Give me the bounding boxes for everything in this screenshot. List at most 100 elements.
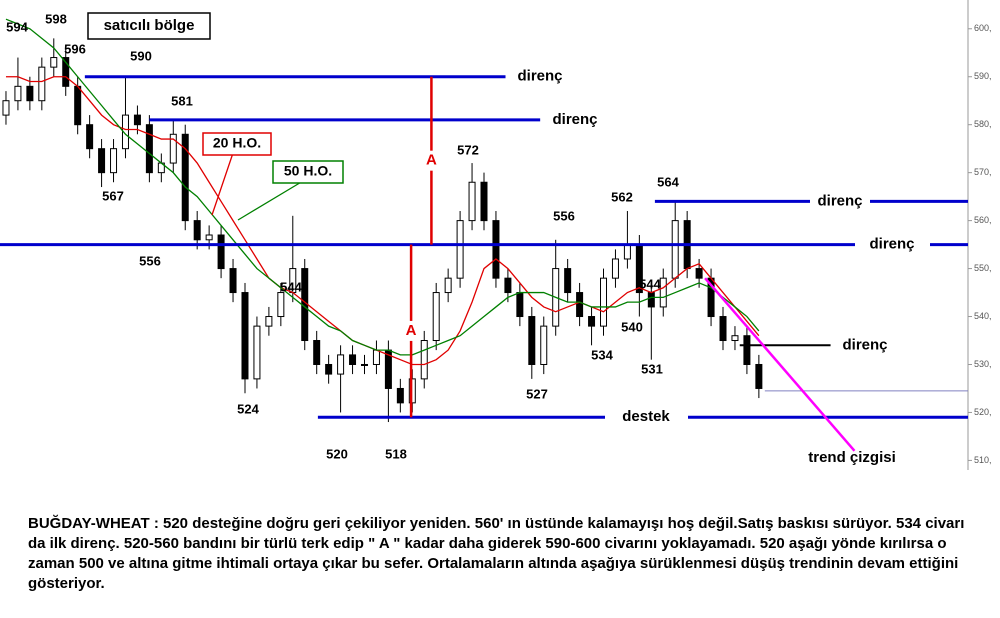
price-label: 544	[639, 276, 661, 291]
candle-body	[193, 220, 201, 241]
candle-body	[2, 100, 10, 116]
measure-label-bg	[423, 150, 440, 171]
moving-average-line	[5, 76, 760, 366]
candle-body	[396, 387, 404, 404]
y-tick-label: 520,	[974, 407, 992, 417]
y-tick-label: 530,	[974, 359, 992, 369]
candle-body	[659, 277, 667, 308]
candle-body	[169, 133, 177, 164]
level-label: direnç	[817, 192, 862, 209]
y-tick-label: 580,	[974, 119, 992, 129]
y-tick-label: 560,	[974, 215, 992, 225]
candle-body	[504, 277, 512, 294]
level-label: direnç	[517, 68, 562, 85]
legend-box	[272, 160, 344, 184]
price-label: 567	[102, 188, 124, 203]
candle-body	[62, 57, 70, 87]
candle-body	[50, 57, 58, 68]
y-tick-label: 510,	[974, 455, 992, 465]
price-label: 520	[326, 446, 348, 461]
candle-body	[133, 114, 141, 126]
y-tick-label: 570,	[974, 167, 992, 177]
price-label: 594	[6, 19, 28, 34]
candle-body	[265, 316, 273, 327]
candle-body	[98, 148, 106, 174]
legend-pointer	[237, 180, 304, 221]
candle-body	[14, 85, 22, 102]
candle-body	[647, 292, 655, 308]
candle-body	[576, 292, 584, 318]
box-frame	[87, 12, 211, 40]
price-label: 527	[526, 386, 548, 401]
candle-body	[432, 292, 440, 342]
candle-body	[121, 114, 129, 150]
candle-body	[38, 66, 46, 102]
candle-body	[86, 124, 94, 150]
price-label: 596	[64, 41, 86, 56]
candle-body	[181, 133, 189, 222]
level-label: direnç	[552, 111, 597, 128]
candle-body	[145, 124, 153, 174]
candle-body	[420, 340, 428, 380]
legend-label: 50 H.O.	[284, 163, 332, 179]
candle-body	[480, 181, 488, 222]
candle-body	[492, 220, 500, 279]
moving-average-line	[5, 18, 760, 356]
measure-label: A	[406, 322, 417, 339]
candle-body	[349, 354, 357, 365]
candle-body	[540, 325, 548, 365]
price-label: 556	[553, 208, 575, 223]
price-label: 556	[139, 253, 161, 268]
candle-body	[253, 325, 261, 380]
level-label: destek	[622, 408, 670, 425]
price-label: 540	[621, 319, 643, 334]
candle-body	[360, 363, 368, 366]
candle-body	[623, 244, 631, 260]
candle-body	[110, 148, 118, 174]
legend-label: 20 H.O.	[213, 135, 261, 151]
candle-body	[277, 292, 285, 318]
candle-body	[695, 268, 703, 279]
caption: BUĞDAY-WHEAT : 520 desteğine doğru geri …	[28, 515, 965, 592]
price-label: 524	[237, 401, 259, 416]
candle-body	[217, 234, 225, 270]
price-label: 544	[280, 279, 302, 294]
legend-box	[202, 132, 272, 156]
candle-body	[241, 292, 249, 380]
price-label: 531	[641, 361, 663, 376]
candle-body	[468, 181, 476, 222]
candle-body	[588, 316, 596, 327]
candle-body	[313, 340, 321, 365]
chart: 510, 520, 530, 540, 550, 560, 570, 580, 590, 600,…	[0, 0, 992, 470]
trend-label: trend çizgisi	[808, 449, 896, 466]
candle-body	[600, 277, 608, 327]
price-label: 518	[385, 446, 407, 461]
zone-label: satıcılı bölge	[104, 17, 195, 34]
candle-body	[528, 316, 536, 365]
y-tick-label: 600,	[974, 23, 992, 33]
candle-body	[671, 220, 679, 279]
candle-body	[743, 335, 751, 365]
candle-body	[719, 316, 727, 342]
legend-pointer	[211, 152, 234, 216]
candle-body	[564, 268, 572, 294]
level-label: direnç	[869, 236, 914, 253]
measure-label-bg	[403, 320, 420, 341]
price-label: 562	[611, 189, 633, 204]
y-tick-label: 550,	[974, 263, 992, 273]
price-label: 564	[657, 174, 679, 189]
price-label: 590	[130, 48, 152, 63]
candle-body	[755, 363, 763, 389]
candle-body	[74, 85, 82, 126]
candle-body	[456, 220, 464, 279]
price-label: 598	[45, 11, 67, 26]
measure-label: A	[426, 152, 437, 169]
price-label: 581	[171, 93, 193, 108]
candle-body	[516, 292, 524, 318]
price-label: 534	[591, 347, 613, 362]
price-label: 572	[457, 142, 479, 157]
candle-body	[611, 258, 619, 279]
y-tick-label: 540,	[974, 311, 992, 321]
y-tick-label: 590,	[974, 71, 992, 81]
